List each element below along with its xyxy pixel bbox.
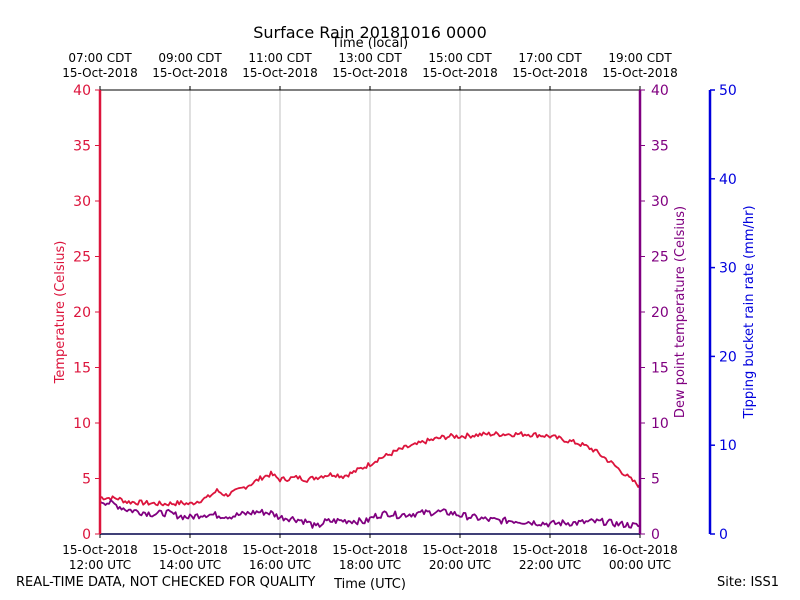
top-tick-label-time: 19:00 CDT xyxy=(608,51,672,65)
left-tick-label: 30 xyxy=(73,194,91,210)
left-tick-label: 25 xyxy=(73,250,91,266)
data-quality-note: REAL-TIME DATA, NOT CHECKED FOR QUALITY xyxy=(16,575,316,590)
left-tick-label: 40 xyxy=(73,83,91,99)
site-label: Site: ISS1 xyxy=(717,575,780,590)
bottom-tick-label-date: 15-Oct-2018 xyxy=(332,543,408,557)
right-tick-label: 25 xyxy=(651,250,669,266)
top-tick-label-date: 15-Oct-2018 xyxy=(62,66,138,80)
left-tick-label: 5 xyxy=(82,472,91,488)
bottom-tick-label-time: 16:00 UTC xyxy=(249,558,311,572)
bottom-tick-label-date: 16-Oct-2018 xyxy=(602,543,678,557)
top-tick-label-time: 09:00 CDT xyxy=(158,51,222,65)
right-axis-label: Dew point temperature (Celsius) xyxy=(673,206,688,418)
bottom-tick-label-date: 15-Oct-2018 xyxy=(512,543,588,557)
top-tick-label-date: 15-Oct-2018 xyxy=(152,66,228,80)
top-tick-label-time: 07:00 CDT xyxy=(68,51,132,65)
dew-point-series-line xyxy=(99,499,641,529)
right-tick-label: 40 xyxy=(651,83,669,99)
left-tick-label: 35 xyxy=(73,139,91,155)
bottom-axis-label: Time (UTC) xyxy=(333,577,406,592)
right-tick-label: 0 xyxy=(651,527,660,543)
bottom-tick-label-date: 15-Oct-2018 xyxy=(62,543,138,557)
bottom-tick-label-time: 00:00 UTC xyxy=(609,558,671,572)
top-tick-label-time: 13:00 CDT xyxy=(338,51,402,65)
rain-tick-label: 40 xyxy=(719,172,737,188)
right-tick-label: 10 xyxy=(651,416,669,432)
right-tick-label: 5 xyxy=(651,472,660,488)
top-axis-label: Time (local) xyxy=(331,36,408,51)
top-tick-label-date: 15-Oct-2018 xyxy=(242,66,318,80)
rain-tick-label: 30 xyxy=(719,261,737,277)
rain-tick-label: 20 xyxy=(719,349,737,365)
bottom-tick-label-date: 15-Oct-2018 xyxy=(422,543,498,557)
top-tick-label-time: 17:00 CDT xyxy=(518,51,582,65)
vertical-grid xyxy=(189,90,551,534)
left-tick-label: 10 xyxy=(73,416,91,432)
top-tick-label-time: 15:00 CDT xyxy=(428,51,492,65)
temperature-series-line xyxy=(99,431,641,507)
bottom-tick-label-date: 15-Oct-2018 xyxy=(152,543,228,557)
rain-tick-label: 0 xyxy=(719,527,728,543)
right-tick-label: 35 xyxy=(651,139,669,155)
left-tick-label: 20 xyxy=(73,305,91,321)
right-tick-label: 30 xyxy=(651,194,669,210)
bottom-tick-label-date: 15-Oct-2018 xyxy=(242,543,318,557)
left-tick-label: 15 xyxy=(73,361,91,377)
top-tick-label-date: 15-Oct-2018 xyxy=(512,66,588,80)
bottom-tick-label-time: 22:00 UTC xyxy=(519,558,581,572)
rain-tick-label: 50 xyxy=(719,83,737,99)
top-tick-label-date: 15-Oct-2018 xyxy=(332,66,408,80)
chart-title: Surface Rain 20181016 0000 xyxy=(253,23,487,42)
left-axis-label: Temperature (Celsius) xyxy=(53,241,68,385)
bottom-tick-label-time: 14:00 UTC xyxy=(159,558,221,572)
top-tick-label-date: 15-Oct-2018 xyxy=(602,66,678,80)
bottom-tick-label-time: 20:00 UTC xyxy=(429,558,491,572)
rain-tick-label: 10 xyxy=(719,438,737,454)
rain-axis-label: Tipping bucket rain rate (mm/hr) xyxy=(742,205,757,419)
bottom-tick-label-time: 12:00 UTC xyxy=(69,558,131,572)
top-tick-label-time: 11:00 CDT xyxy=(248,51,312,65)
top-tick-label-date: 15-Oct-2018 xyxy=(422,66,498,80)
bottom-tick-label-time: 18:00 UTC xyxy=(339,558,401,572)
right-tick-label: 15 xyxy=(651,361,669,377)
left-tick-label: 0 xyxy=(82,527,91,543)
right-tick-label: 20 xyxy=(651,305,669,321)
